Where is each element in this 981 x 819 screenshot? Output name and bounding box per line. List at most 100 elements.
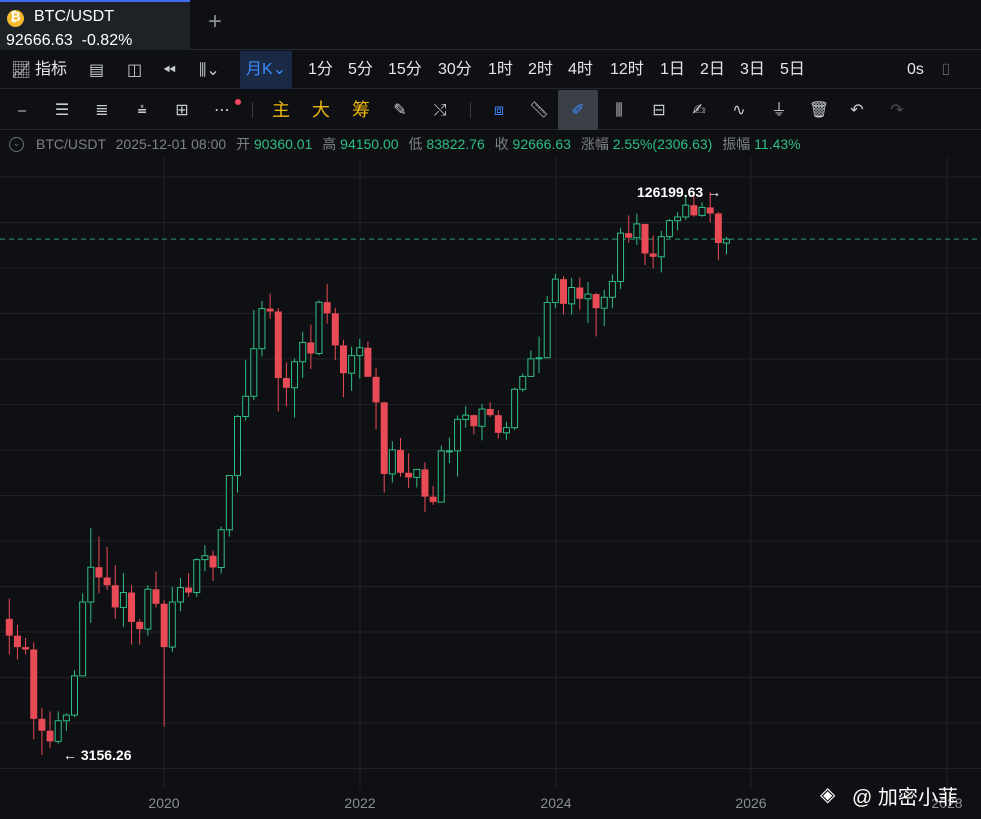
- candle-body: [600, 296, 608, 309]
- period-1h[interactable]: 1时: [488, 61, 513, 78]
- main-indicator-button[interactable]: 主: [272, 100, 290, 120]
- candle-body: [576, 287, 584, 299]
- candle-body: [5, 618, 13, 636]
- candle-body: [234, 415, 241, 476]
- horizontal-ray-icon[interactable]: ⎯: [17, 100, 26, 119]
- candle-body: [470, 415, 478, 427]
- candle-body: [364, 347, 372, 377]
- candle-body: [405, 472, 413, 478]
- chart-line-icon[interactable]: 📈︎: [11, 60, 32, 79]
- watermark-text: @ 加密小菲: [852, 787, 958, 809]
- candle-body: [54, 720, 62, 742]
- ohlc-info-text: BTC/USDT 2025-12-01 08:00 开 90360.01 高 9…: [36, 132, 801, 156]
- chart-grid: [0, 157, 981, 789]
- candle-body: [144, 588, 152, 630]
- period-15m[interactable]: 15分: [388, 61, 422, 78]
- close-value: 92666.63: [512, 136, 571, 152]
- candle-body: [682, 204, 690, 218]
- candle-body: [79, 601, 87, 677]
- calendar-icon[interactable]: ▤: [89, 60, 105, 79]
- redo-icon[interactable]: ↷: [890, 100, 904, 119]
- candle-body: [633, 223, 641, 239]
- candle-style-icon[interactable]: ⫼: [615, 100, 623, 119]
- candle-body: [421, 469, 429, 497]
- period-12h[interactable]: 12时: [610, 61, 644, 78]
- trend-lines-icon[interactable]: ⩮: [137, 100, 147, 119]
- candle-body: [511, 388, 519, 429]
- fib-levels-icon[interactable]: ≣: [95, 100, 109, 119]
- candle-body: [641, 223, 649, 254]
- open-label: 开: [236, 136, 251, 152]
- period-monthly-selector[interactable]: 月K⌄: [240, 51, 293, 89]
- indicators-button[interactable]: 指标: [35, 61, 68, 78]
- period-1m[interactable]: 1分: [308, 61, 333, 78]
- layout-icon[interactable]: ◫: [127, 60, 143, 79]
- candle-body: [608, 281, 616, 298]
- lock-icon[interactable]: ⊟: [652, 100, 666, 119]
- low-value: 83822.76: [426, 136, 485, 152]
- candle-body: [657, 236, 665, 258]
- notes-icon[interactable]: ✍: [692, 100, 706, 119]
- plus-icon[interactable]: +: [208, 8, 223, 35]
- candle-body: [397, 449, 404, 473]
- candle-body: [665, 220, 673, 238]
- magnet-icon[interactable]: ∿: [732, 100, 746, 119]
- candle-body: [478, 408, 486, 427]
- candle-body: [617, 232, 625, 283]
- camera-icon[interactable]: ⌷: [941, 60, 951, 79]
- candle-body: [380, 402, 388, 474]
- period-2h[interactable]: 2时: [528, 61, 553, 78]
- candle-body: [454, 418, 462, 452]
- rewind-icon[interactable]: ⏪︎: [163, 60, 176, 79]
- amplitude-value: 11.43%: [754, 136, 801, 152]
- candle-body: [282, 378, 290, 388]
- candle-body: [674, 216, 682, 222]
- period-1d[interactable]: 1日: [660, 61, 685, 78]
- candle-body: [217, 529, 225, 569]
- big-order-indicator-button[interactable]: 大: [312, 100, 330, 120]
- x-tick-label: 2022: [344, 795, 375, 811]
- filter-icon[interactable]: ⏚: [770, 100, 787, 119]
- symbol-tab[interactable]: BTC/USDT 92666.63 -0.82%: [0, 0, 190, 50]
- candle-type-icon[interactable]: ⫼⌄: [199, 60, 220, 79]
- chip-indicator-button[interactable]: 筹: [352, 100, 370, 120]
- candle-body: [502, 427, 510, 434]
- pen-draw-icon[interactable]: ✐: [558, 90, 598, 130]
- select-cursor-icon[interactable]: ⧈: [493, 100, 505, 119]
- candle-body: [193, 559, 201, 594]
- more-icon[interactable]: ⋯: [214, 100, 230, 119]
- change-label: 涨幅: [580, 136, 609, 152]
- candle-body: [291, 361, 299, 389]
- period-2d[interactable]: 2日: [700, 61, 725, 78]
- close-label: 收: [494, 136, 509, 152]
- open-value: 90360.01: [253, 136, 313, 152]
- candle-body: [128, 592, 136, 622]
- ruler-icon[interactable]: 📏︎: [528, 100, 550, 119]
- candle-body: [103, 577, 111, 586]
- candle-body: [119, 592, 127, 608]
- candle-body: [535, 357, 543, 360]
- candle-body: [592, 294, 600, 309]
- period-5m[interactable]: 5分: [348, 61, 373, 78]
- candle-body: [339, 345, 347, 374]
- trash-icon[interactable]: 🗑︎: [808, 100, 830, 119]
- high-annotation: 126199.63 →: [637, 184, 721, 200]
- edit-note-icon[interactable]: ✎: [393, 100, 407, 119]
- strategy-icon[interactable]: ⤭: [433, 100, 447, 119]
- chevron-down-icon[interactable]: ⌄: [9, 137, 24, 152]
- candle-body: [625, 233, 633, 238]
- candle-body: [348, 355, 356, 374]
- period-5d[interactable]: 5日: [780, 61, 805, 78]
- parallel-lines-icon[interactable]: ☰: [54, 100, 70, 119]
- measure-box-icon[interactable]: ⊞: [175, 100, 189, 119]
- period-4h[interactable]: 4时: [568, 61, 593, 78]
- undo-icon[interactable]: ↶: [850, 100, 864, 119]
- candle-body: [527, 358, 535, 377]
- period-3d[interactable]: 3日: [740, 61, 765, 78]
- candle-body: [38, 718, 46, 731]
- info-symbol: BTC/USDT: [36, 136, 106, 152]
- period-30m[interactable]: 30分: [438, 61, 472, 78]
- candle-body: [388, 449, 396, 475]
- candle-body: [299, 341, 307, 363]
